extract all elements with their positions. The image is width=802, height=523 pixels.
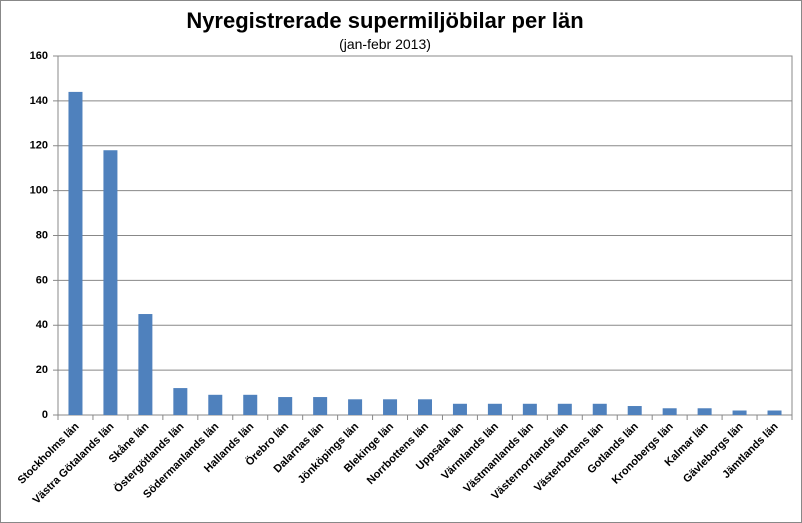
bar [557,403,572,415]
bar [592,403,607,415]
bar [522,403,537,415]
y-tick-label: 140 [30,95,48,107]
bar [627,406,642,415]
y-tick-label: 60 [36,274,48,286]
bar [278,397,293,415]
bar [68,91,83,416]
bar [662,408,677,415]
bar [697,408,712,415]
bar [767,410,782,415]
y-tick-label: 120 [30,140,48,152]
y-tick-label: 100 [30,185,48,197]
y-tick-label: 0 [42,409,48,421]
y-tick-label: 20 [36,364,48,376]
bar [103,150,118,416]
bar [208,394,223,415]
bar [348,399,363,415]
bar [138,314,153,415]
bar [243,394,258,415]
y-tick-label: 40 [36,319,48,331]
chart-subtitle: (jan-febr 2013) [339,36,431,52]
bar [487,403,502,415]
bar [383,399,398,415]
chart-title: Nyregistrerade supermiljöbilar per län [186,8,583,33]
bar [732,410,747,415]
bar [452,403,467,415]
bar [313,397,328,415]
bar [173,388,188,415]
bar [418,399,432,415]
y-tick-label: 80 [36,229,48,241]
y-tick-label: 160 [30,50,48,62]
